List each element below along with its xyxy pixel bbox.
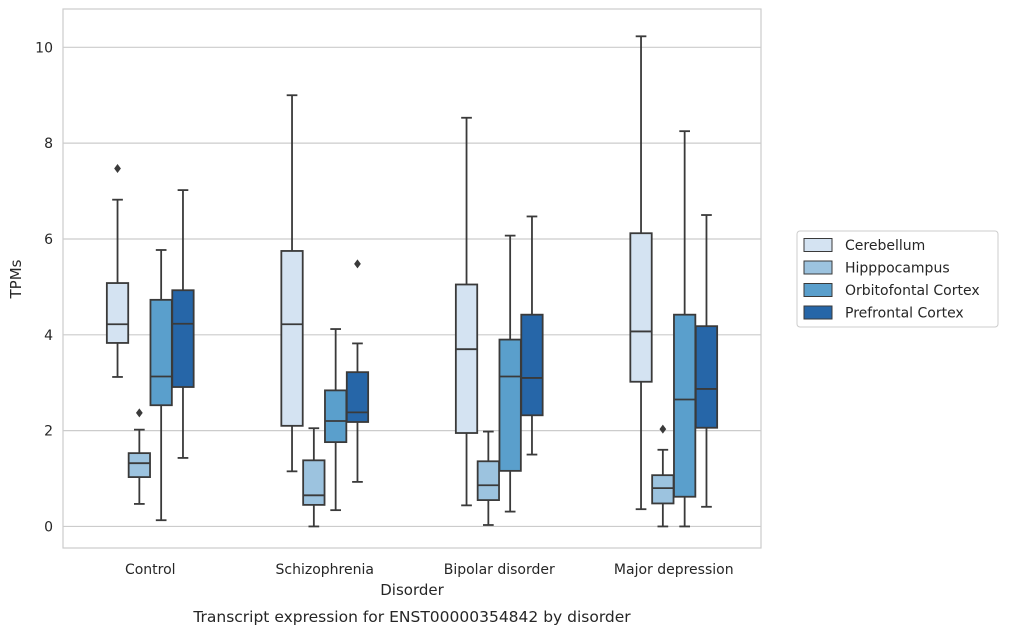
chart-caption: Transcript expression for ENST0000035484… <box>192 608 631 626</box>
box-prefrontal-cortex <box>171 189 195 459</box>
x-axis-label: Disorder <box>380 581 444 599</box>
box-orbitofontal-cortex <box>324 328 348 512</box>
box-hipppocampus <box>127 408 151 505</box>
box-prefrontal-cortex <box>345 259 370 483</box>
box-cerebellum <box>454 116 479 507</box>
box-hipppocampus <box>476 430 500 526</box>
legend-label: Prefrontal Cortex <box>845 306 964 322</box>
legend-label: Hipppocampus <box>845 261 950 277</box>
legend-label: Orbitofontal Cortex <box>845 283 980 299</box>
y-tick-labels: 0 2 4 6 8 10 <box>35 40 53 535</box>
y-tick-label: 0 <box>44 519 53 535</box>
legend-swatch <box>803 238 833 252</box>
box-body <box>476 460 500 501</box>
y-tick-label: 2 <box>44 424 53 440</box>
box-body <box>454 283 479 434</box>
outlier-marker <box>114 164 121 174</box>
legend-swatch <box>803 305 833 320</box>
box-hipppocampus <box>651 424 675 528</box>
box-cerebellum <box>629 35 653 511</box>
box-cerebellum <box>280 94 304 473</box>
legend: Cerebellum Hipppocampus Orbitofontal Corte… <box>796 230 999 328</box>
box-body <box>694 325 719 429</box>
legend-frame <box>796 230 999 328</box>
box-orbitofontal-cortex <box>498 234 522 513</box>
y-tick-label: 10 <box>35 40 53 56</box>
y-tick-label: 4 <box>44 328 53 344</box>
box-body <box>673 313 697 498</box>
x-tick-label: Control <box>125 562 176 578</box>
box-body <box>345 371 370 423</box>
boxes <box>105 35 719 528</box>
legend-label: Cerebellum <box>845 238 925 254</box>
box-cerebellum <box>105 164 130 378</box>
x-tick-label: Schizophrenia <box>276 562 374 578</box>
x-tick-labels: Control Schizophrenia Bipolar disorder Majo… <box>125 562 734 578</box>
outlier-marker <box>135 408 143 418</box>
y-axis-label: TPMs <box>7 259 25 299</box>
x-tick-label: Major depression <box>614 562 734 578</box>
plot-area <box>62 8 762 549</box>
y-tick-label: 8 <box>44 136 53 152</box>
box-body <box>651 474 675 505</box>
box-body <box>149 298 173 407</box>
outlier-marker <box>659 424 667 434</box>
box-body <box>280 250 304 427</box>
box-prefrontal-cortex <box>694 214 719 508</box>
box-body <box>105 282 130 344</box>
box-body <box>324 389 348 444</box>
box-body <box>302 459 326 506</box>
box-body <box>629 232 653 383</box>
legend-swatch <box>803 283 833 297</box>
box-body <box>127 452 151 478</box>
y-tick-label: 6 <box>44 232 53 248</box>
x-tick-label: Bipolar disorder <box>444 562 555 578</box>
box-body <box>520 313 544 417</box>
box-hipppocampus <box>302 427 326 528</box>
box-prefrontal-cortex <box>520 215 544 456</box>
legend-swatch <box>803 260 833 275</box>
box-body <box>498 338 522 472</box>
box-body <box>171 289 195 388</box>
outlier-marker <box>354 259 361 269</box>
box-orbitofontal-cortex <box>673 130 697 528</box>
